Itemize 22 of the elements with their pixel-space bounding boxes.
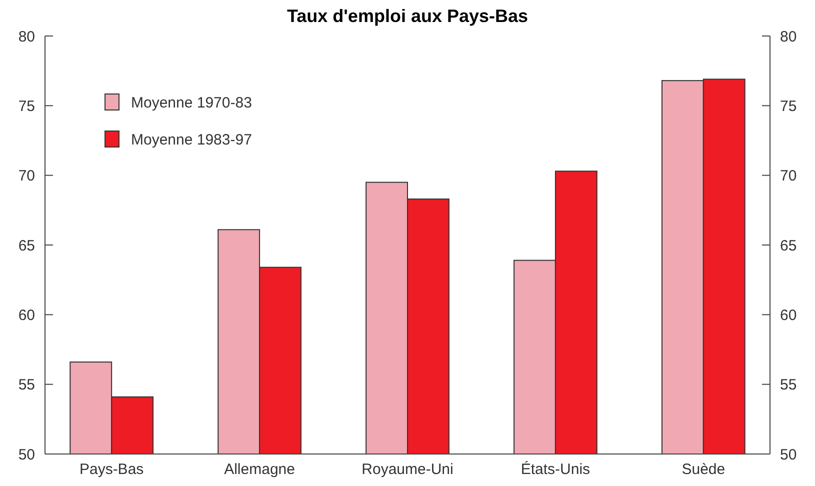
y2-tick-label: 60 <box>780 306 797 324</box>
y-tick-label: 70 <box>18 168 35 185</box>
y2-tick-label: 65 <box>780 237 797 254</box>
chart-title: Taux d'emploi aux Pays-Bas <box>286 6 528 26</box>
x-tick-label: Allemagne <box>224 461 295 478</box>
y2-tick-label: 80 <box>780 28 797 46</box>
y-tick-label: 80 <box>18 28 35 46</box>
legend-label: Moyenne 1970-83 <box>131 94 252 112</box>
x-tick-label: Pays-Bas <box>79 461 144 478</box>
y-tick-label: 55 <box>18 376 35 394</box>
legend-label: Moyenne 1983-97 <box>131 131 252 148</box>
y-tick-label: 75 <box>18 98 35 115</box>
x-tick-label: États-Unis <box>520 460 590 478</box>
y2-tick-label: 50 <box>780 446 797 464</box>
y-tick-label: 65 <box>18 237 35 254</box>
y2-tick-label: 55 <box>780 376 797 394</box>
y2-tick-label: 70 <box>780 168 797 185</box>
x-tick-label: Suède <box>682 461 726 478</box>
x-tick-label: Royaume-Uni <box>362 461 454 478</box>
y-tick-label: 50 <box>18 446 35 464</box>
y-tick-label: 60 <box>18 306 35 324</box>
y2-tick-label: 75 <box>780 98 797 115</box>
